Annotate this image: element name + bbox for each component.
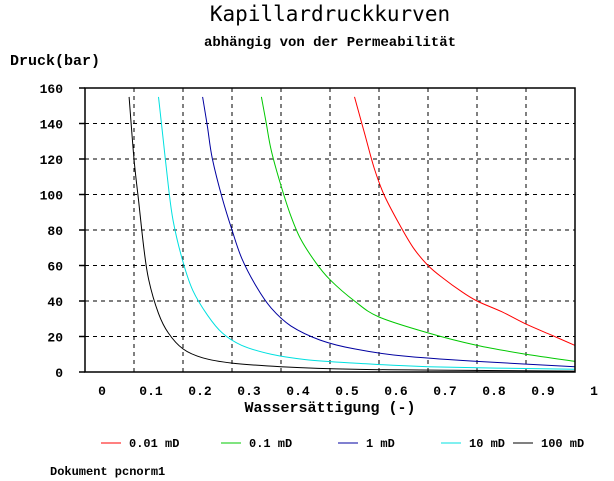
series-line-0-01-md bbox=[354, 96, 576, 346]
legend-label: 0.1 mD bbox=[249, 437, 292, 451]
x-tick-label: 0.7 bbox=[433, 384, 456, 399]
document-footer: Dokument pcnorm1 bbox=[50, 465, 166, 479]
legend-label: 0.01 mD bbox=[129, 437, 179, 451]
chart-title: Kapillardruckkurven bbox=[209, 2, 451, 26]
chart-subtitle: abhängig von der Permeabilität bbox=[203, 35, 457, 51]
x-axis-label: Wassersättigung (-) bbox=[244, 400, 416, 417]
y-tick-label: 100 bbox=[40, 189, 64, 204]
legend: 0.01 mD 0.1 mD 1 mD 10 mD 100 mD bbox=[101, 437, 584, 451]
x-tick-label: 0.1 bbox=[139, 384, 163, 399]
grid-lines bbox=[85, 88, 575, 372]
y-axis-label: Druck(bar) bbox=[10, 53, 101, 70]
x-tick-label: 0.4 bbox=[286, 384, 310, 399]
y-tick-label: 120 bbox=[40, 153, 64, 168]
y-tick-label: 40 bbox=[47, 295, 63, 310]
series-line-10-md bbox=[158, 96, 576, 370]
axis-ticks: 0 20 40 60 80 100 120 140 160 0 0.1 0.2 0.3 0.4 0.5 0.6… bbox=[40, 82, 599, 399]
series-line-0-1-md bbox=[260, 96, 576, 362]
series-line-100-md bbox=[128, 96, 576, 372]
x-tick-label: 0 bbox=[98, 384, 106, 399]
x-tick-label: 0.3 bbox=[237, 384, 261, 399]
y-tick-label: 80 bbox=[47, 224, 63, 239]
x-tick-label: 0.8 bbox=[482, 384, 506, 399]
y-tick-label: 0 bbox=[55, 366, 63, 381]
x-tick-label: 0.6 bbox=[384, 384, 408, 399]
legend-label: 1 mD bbox=[366, 437, 395, 451]
legend-label: 10 mD bbox=[469, 437, 505, 451]
y-tick-label: 20 bbox=[47, 331, 63, 346]
x-tick-label: 0.5 bbox=[335, 384, 359, 399]
y-tick-label: 60 bbox=[47, 260, 63, 275]
series-line-1-md bbox=[202, 96, 576, 368]
x-tick-label: 1 bbox=[590, 384, 598, 399]
x-tick-label: 0.9 bbox=[531, 384, 555, 399]
y-tick-label: 140 bbox=[40, 118, 64, 133]
x-tick-label: 0.2 bbox=[188, 384, 212, 399]
legend-label: 100 mD bbox=[541, 437, 584, 451]
series-group bbox=[128, 96, 576, 372]
y-tick-label: 160 bbox=[40, 82, 64, 97]
